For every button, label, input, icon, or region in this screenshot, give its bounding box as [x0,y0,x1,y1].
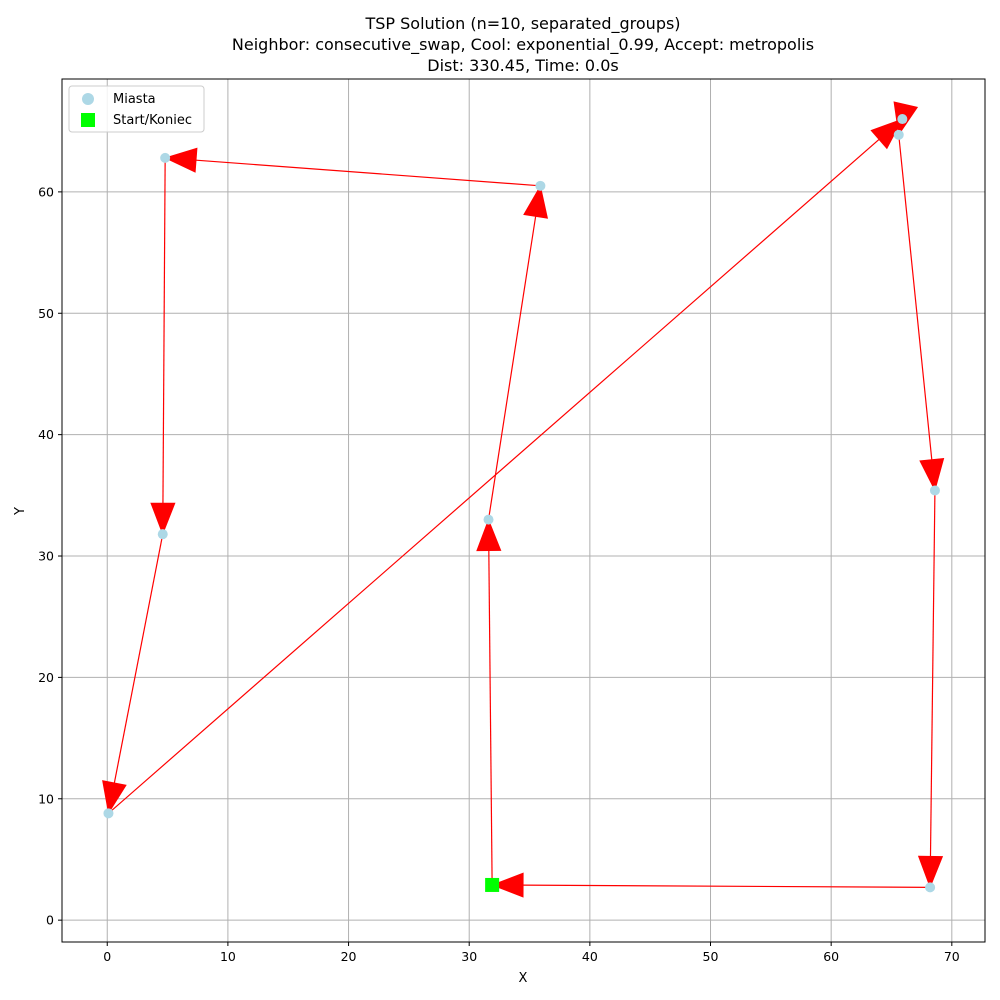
city-point [157,529,168,540]
route-arrowhead [490,872,524,898]
legend-box [68,85,205,133]
route-segment [108,139,880,814]
x-axis-label: X [519,971,528,986]
axis-ticks: 0 10 20 30 40 50 60 70 0 10 20 30 40 50 60 [38,184,960,964]
x-tick-label: 70 [944,949,960,964]
route-segment [929,490,936,857]
city-point [897,114,908,125]
route-arrow [487,184,549,520]
x-tick-label: 40 [582,949,598,964]
route-segment [898,134,933,460]
title-line-2: Neighbor: consecutive_swap, Cool: expone… [232,35,814,55]
title-line-1: TSP Solution (n=10, separated_groups) [364,14,680,34]
route-arrow [490,872,931,898]
y-tick-label: 20 [38,670,54,685]
city-points [103,114,940,893]
x-tick-label: 0 [103,949,111,964]
route-arrowhead [164,147,198,173]
city-point [160,152,171,163]
x-tick-label: 50 [703,949,719,964]
title-line-3: Dist: 330.45, Time: 0.0s [427,56,618,75]
chart-title: TSP Solution (n=10, separated_groups) Ne… [232,14,814,75]
route-arrowhead [523,184,549,219]
city-point [929,485,940,496]
route-arrow [102,534,164,815]
legend-miasta-marker [82,93,94,105]
city-point [103,808,114,819]
y-tick-label: 30 [38,549,54,564]
legend-start-label: Start/Koniec [113,113,192,128]
y-tick-label: 40 [38,427,54,442]
x-tick-label: 30 [461,949,477,964]
route-arrow [898,134,945,492]
route-arrowhead [917,855,944,889]
start-end-point [485,877,500,892]
route-arrowhead [919,457,945,492]
route-segment [523,884,931,888]
city-point [483,514,494,525]
y-tick-label: 60 [38,184,54,199]
plot-frame [61,78,986,943]
city-point [925,882,936,893]
route-arrow [150,157,176,536]
route-segment [162,157,166,504]
city-point [893,129,904,140]
start-end-marker [485,877,500,892]
x-tick-label: 60 [823,949,839,964]
route-segment [196,159,541,187]
y-tick-label: 10 [38,791,54,806]
route-arrow [164,147,541,187]
route-arrow [476,518,502,885]
route-arrowhead [150,502,176,536]
route-arrow [917,490,944,889]
route-segment [113,534,164,784]
y-tick-label: 0 [46,913,54,928]
x-tick-label: 10 [220,949,236,964]
grid-lines [62,79,985,942]
legend-miasta-label: Miasta [113,92,156,107]
route-arrowhead [476,518,502,552]
legend-start-marker [81,113,95,127]
route-segment [487,216,537,520]
y-tick-label: 50 [38,306,54,321]
route-arrows [102,101,945,898]
route-arrowhead [102,780,127,815]
y-axis-label: Y [13,507,28,516]
x-tick-label: 20 [341,949,357,964]
city-point [535,180,546,191]
route-segment [488,550,493,885]
legend: Miasta Start/Koniec [68,85,205,133]
